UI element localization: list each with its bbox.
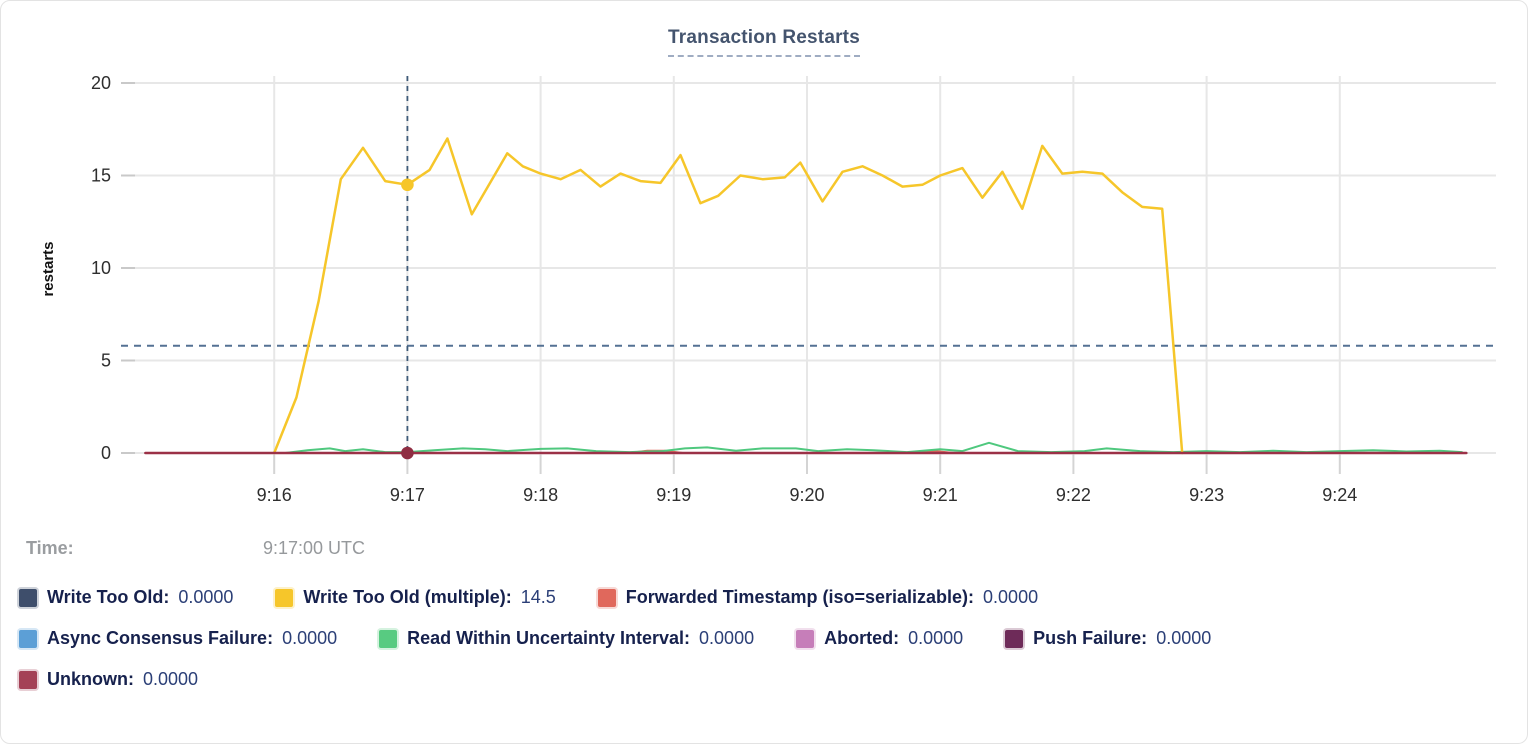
- hover-crosshair: [401, 76, 414, 460]
- legend-value: 0.0000: [1156, 628, 1212, 648]
- legend-label: Write Too Old (multiple):: [303, 587, 512, 607]
- legend-item-unknown: Unknown: 0.0000: [19, 669, 198, 690]
- legend-swatch-push-failure: [1005, 629, 1024, 648]
- x-tick-label: 9:16: [257, 485, 292, 505]
- y-tick-label: 5: [101, 351, 111, 371]
- x-tick-label: 9:19: [656, 485, 691, 505]
- chart-header: Transaction Restarts: [1, 27, 1527, 57]
- hover-time-row: Time: 9:17:00 UTC: [1, 538, 1527, 564]
- legend-value: 0.0000: [143, 669, 199, 689]
- chart-title[interactable]: Transaction Restarts: [668, 27, 860, 57]
- legend-label: Write Too Old:: [47, 587, 170, 607]
- legend-value: 0.0000: [282, 628, 338, 648]
- legend-item-write-too-old-multiple: Write Too Old (multiple): 14.5: [275, 587, 556, 608]
- x-tick-label: 9:23: [1189, 485, 1224, 505]
- legend-value: 0.0000: [983, 587, 1039, 607]
- legend-label: Forwarded Timestamp (iso=serializable):: [625, 587, 975, 607]
- legend-label: Aborted:: [824, 628, 900, 648]
- legend-item-read-within-uncertainty-interval: Read Within Uncertainty Interval: 0.0000: [379, 628, 754, 649]
- legend-item-push-failure: Push Failure: 0.0000: [1005, 628, 1211, 649]
- legend-label: Push Failure:: [1033, 628, 1148, 648]
- chart-legend: Write Too Old: 0.0000 Write Too Old (multi…: [19, 587, 1513, 710]
- legend-row: Unknown: 0.0000: [19, 669, 1513, 690]
- legend-label: Async Consensus Failure:: [47, 628, 274, 648]
- x-tick-label: 9:21: [923, 485, 958, 505]
- legend-value: 14.5: [520, 587, 556, 607]
- legend-swatch-aborted: [796, 629, 815, 648]
- legend-label: Unknown:: [47, 669, 134, 689]
- legend-swatch-write-too-old-multiple: [275, 588, 294, 607]
- legend-item-forwarded-timestamp-iso-serializable: Forwarded Timestamp (iso=serializable): 0…: [597, 587, 1039, 608]
- legend-item-write-too-old: Write Too Old: 0.0000: [19, 587, 233, 608]
- y-tick-label: 0: [101, 443, 111, 463]
- legend-value: 0.0000: [178, 587, 234, 607]
- legend-swatch-write-too-old: [19, 588, 37, 607]
- legend-label: Read Within Uncertainty Interval:: [407, 628, 691, 648]
- legend-swatch-forwarded-timestamp-iso-serializable: [597, 588, 616, 607]
- hover-dot-unknown: [401, 446, 414, 460]
- x-tick-label: 9:17: [390, 485, 425, 505]
- grid-layer: 0 5 10 15 20 9:16 9:17 9:18 9:19 9:20 9:21 9:22 9:23…: [91, 73, 1496, 505]
- time-label: Time:: [26, 538, 74, 558]
- transaction-restarts-chart[interactable]: 0 5 10 15 20 9:16 9:17 9:18 9:19 9:20 9:21 9:22 9:23…: [1, 1, 1528, 521]
- legend-value: 0.0000: [699, 628, 755, 648]
- y-axis-label: restarts: [40, 241, 57, 296]
- legend-swatch-unknown: [19, 670, 37, 689]
- time-value: 9:17:00 UTC: [263, 538, 366, 558]
- y-tick-label: 15: [91, 166, 111, 186]
- legend-row: Write Too Old: 0.0000 Write Too Old (multi…: [19, 587, 1513, 608]
- x-tick-label: 9:18: [523, 485, 558, 505]
- legend-value: 0.0000: [908, 628, 964, 648]
- y-tick-label: 10: [91, 258, 111, 278]
- x-tick-label: 9:24: [1322, 485, 1357, 505]
- y-tick-label: 20: [91, 73, 111, 93]
- legend-row: Async Consensus Failure: 0.0000 Read Withi…: [19, 628, 1513, 649]
- series-layer: [144, 137, 1468, 455]
- legend-swatch-read-within-uncertainty-interval: [379, 629, 398, 648]
- hover-dot-write-too-old-multiple: [401, 178, 414, 192]
- legend-swatch-async-consensus-failure: [19, 629, 37, 648]
- x-tick-label: 9:20: [789, 485, 824, 505]
- series-read-within-uncertainty-interval: [144, 441, 1463, 454]
- legend-item-async-consensus-failure: Async Consensus Failure: 0.0000: [19, 628, 337, 649]
- x-tick-label: 9:22: [1056, 485, 1091, 505]
- series-write-too-old-multiple: [272, 137, 1184, 455]
- legend-item-aborted: Aborted: 0.0000: [796, 628, 963, 649]
